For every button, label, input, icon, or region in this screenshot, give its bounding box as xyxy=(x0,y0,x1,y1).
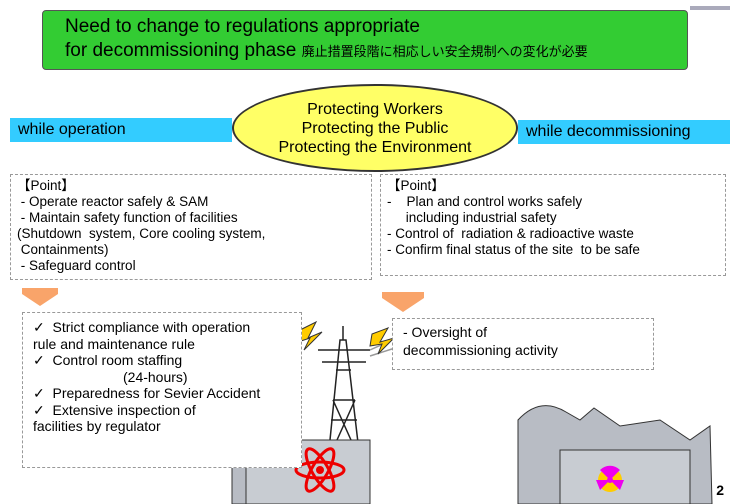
top-rule xyxy=(690,6,730,10)
slide: Need to change to regulations appropriat… xyxy=(0,0,730,504)
center-oval: Protecting Workers Protecting the Public… xyxy=(232,84,518,172)
point-line: - Confirm final status of the site to be… xyxy=(387,242,719,258)
point-title: 【Point】 xyxy=(387,178,719,194)
check-item: Preparedness for Sevier Accident xyxy=(33,385,291,402)
banner-jp: 廃止措置段階に相応しい安全規制への変化が必要 xyxy=(302,44,588,59)
point-line: - Maintain safety function of facilities xyxy=(17,210,365,226)
item-line: (24-hours) xyxy=(33,369,291,386)
point-line: (Shutdown system, Core cooling system, xyxy=(17,226,365,242)
item-line: facilities by regulator xyxy=(33,418,291,435)
point-box: 【Point】 - Operate reactor safely & SAM -… xyxy=(10,174,372,280)
banner: Need to change to regulations appropriat… xyxy=(42,10,688,70)
point-line: - Control of radiation & radioactive was… xyxy=(387,226,719,242)
point-box: 【Point】- Plan and control works safely i… xyxy=(380,174,726,276)
point-line: - Safeguard control xyxy=(17,258,365,274)
phase-label: while decommissioning xyxy=(518,120,730,144)
oval-line: Protecting the Environment xyxy=(234,138,516,157)
banner-line: for decommissioning phase 廃止措置段階に相応しい安全規… xyxy=(65,39,687,64)
item-line: Strict compliance with operation xyxy=(33,319,291,336)
point-line: Containments) xyxy=(17,242,365,258)
phase-label: while operation xyxy=(10,118,232,142)
oversight-line: decommissioning activity xyxy=(403,341,643,359)
oval-line: Protecting Workers xyxy=(234,100,516,119)
point-line: including industrial safety xyxy=(387,210,719,226)
oval-line: Protecting the Public xyxy=(234,119,516,138)
decommissioning-plant xyxy=(518,406,712,504)
arrow xyxy=(382,292,424,312)
point-line: - Plan and control works safely xyxy=(387,194,719,210)
item-line: Extensive inspection of xyxy=(33,402,291,419)
item-line: Control room staffing xyxy=(33,352,291,369)
point-title: 【Point】 xyxy=(17,178,365,194)
item-line: rule and maintenance rule xyxy=(33,336,291,353)
banner-text: for decommissioning phase xyxy=(65,40,296,61)
banner-line: Need to change to regulations appropriat… xyxy=(65,15,687,39)
page-number: 2 xyxy=(716,482,724,498)
item-line: Preparedness for Sevier Accident xyxy=(33,385,291,402)
point-line: - Operate reactor safely & SAM xyxy=(17,194,365,210)
arrow xyxy=(22,288,58,306)
oversight-line: - Oversight of xyxy=(403,323,643,341)
check-item: Control room staffing(24-hours) xyxy=(33,352,291,385)
